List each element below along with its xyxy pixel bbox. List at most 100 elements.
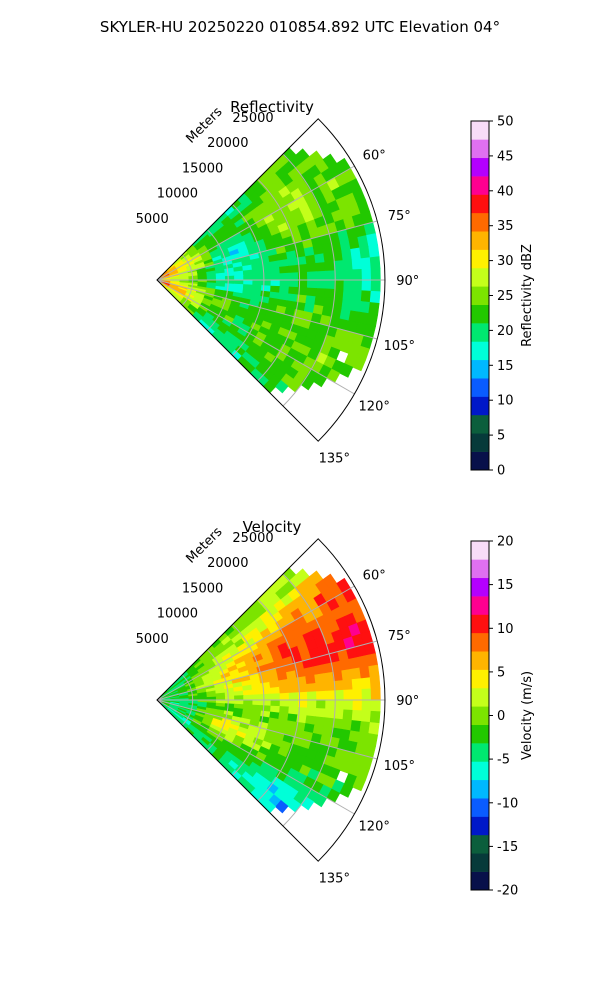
field-cell [370, 687, 381, 701]
field-cell [351, 289, 363, 302]
field-cell [288, 279, 299, 288]
field-cell [334, 269, 345, 281]
sector-outline [156, 538, 386, 862]
colorbar-swatch [471, 816, 489, 836]
field-cell [359, 301, 371, 314]
colorbar-swatch [471, 433, 489, 452]
colorbar-swatch [471, 139, 489, 159]
field-cell [343, 269, 354, 281]
field-cell [323, 297, 335, 309]
field-cell [351, 258, 363, 271]
field-cell [316, 699, 327, 710]
azimuth-tick-label: 90° [396, 274, 419, 289]
colorbar-swatch [471, 743, 489, 762]
azimuth-tick-label: 90° [396, 694, 419, 709]
colorbar-tick-label: 20 [497, 535, 514, 550]
colorbar-tick-label: 20 [497, 324, 514, 339]
velocity-grid [156, 538, 386, 862]
field-cell [368, 722, 380, 736]
range-tick-label: 25000 [232, 531, 273, 546]
field-cell [234, 279, 244, 285]
field-cell [325, 690, 336, 701]
field-cell [252, 694, 263, 701]
sector-outline [156, 118, 386, 442]
field-cell [369, 256, 381, 270]
field-cell [323, 671, 335, 683]
range-tick-label: 25000 [232, 111, 273, 126]
field-cell [233, 270, 244, 277]
field-cell [343, 689, 354, 701]
colorbar-swatch [471, 577, 489, 597]
azimuth-spoke [156, 699, 355, 815]
field-cell [288, 706, 299, 716]
reflectivity-colorbar: 0 5 10 15 20 25 30 35 40 45 50 Reflectivity dBZ [470, 115, 535, 479]
field-cell [342, 709, 354, 721]
azimuth-tick-label: 105° [384, 339, 415, 354]
colorbar-swatch [471, 249, 489, 269]
colorbar-tick-label: 50 [497, 115, 514, 130]
field-cell [339, 783, 354, 798]
field-cell [350, 667, 362, 680]
colorbar-swatch [471, 798, 489, 817]
colorbar-swatch [471, 451, 489, 471]
field-cell [351, 709, 363, 722]
range-tick-label: 5000 [136, 212, 169, 227]
field-cell [343, 699, 354, 711]
field-cell [261, 279, 272, 287]
field-cell [360, 677, 372, 690]
colorbar-swatch [471, 651, 489, 670]
colorbar-tick-label: 0 [497, 464, 505, 479]
colorbar-tick-label: -15 [497, 840, 518, 855]
field-cell [306, 279, 317, 289]
colorbar-swatch [471, 194, 489, 214]
field-cell [279, 706, 290, 715]
colorbar-tick-label: 40 [497, 184, 514, 199]
colorbar-swatch [471, 157, 489, 177]
field-cell [325, 270, 336, 281]
field-cell [306, 707, 317, 718]
field-cell [261, 699, 272, 707]
field-cell [325, 699, 336, 710]
field-cell [315, 262, 326, 272]
field-cell [306, 287, 317, 298]
colorbar-swatch [471, 761, 489, 781]
field-cell [252, 274, 263, 281]
field-cell [316, 279, 327, 290]
field-cell [352, 279, 363, 292]
field-cell [360, 710, 372, 723]
field-cell [242, 269, 253, 276]
colorbar-tick-label: 0 [497, 709, 505, 724]
velocity-axis-labels: 60° 75° 90° 105° 120° 135° 5000 10000 15000 20000… [136, 524, 420, 886]
colorbar-swatch [471, 541, 489, 560]
field-cell [215, 276, 226, 281]
field-cell [334, 699, 345, 711]
colorbar-tick-label: -20 [497, 884, 518, 899]
range-tick-label: 5000 [136, 632, 169, 647]
field-cell [350, 720, 362, 733]
field-cell [278, 258, 289, 268]
colorbar-swatch [471, 724, 489, 744]
field-cell [334, 279, 345, 291]
field-cell [279, 265, 290, 274]
field-cell [270, 699, 281, 707]
colorbar-swatch [471, 267, 489, 287]
reflectivity-title: Reflectivity [230, 98, 314, 116]
field-cell [288, 286, 299, 296]
field-cell [361, 688, 372, 701]
colorbar-swatch [471, 378, 489, 397]
field-cell [359, 721, 371, 734]
field-cell [306, 262, 317, 273]
colorbar-swatch [471, 359, 489, 379]
field-cell [242, 689, 253, 696]
figure-title: SKYLER-HU 20250220 010854.892 UTC Elevat… [100, 18, 500, 36]
field-cell [261, 273, 272, 281]
field-cell [288, 272, 299, 281]
field-cell [270, 266, 281, 275]
colorbar-swatch [471, 559, 489, 579]
field-cell [325, 279, 336, 290]
colorbar-swatch [471, 871, 489, 891]
velocity-title: Velocity [243, 518, 302, 536]
field-cell [314, 673, 326, 684]
range-tick-label: 20000 [207, 136, 248, 151]
field-cell [279, 685, 290, 694]
